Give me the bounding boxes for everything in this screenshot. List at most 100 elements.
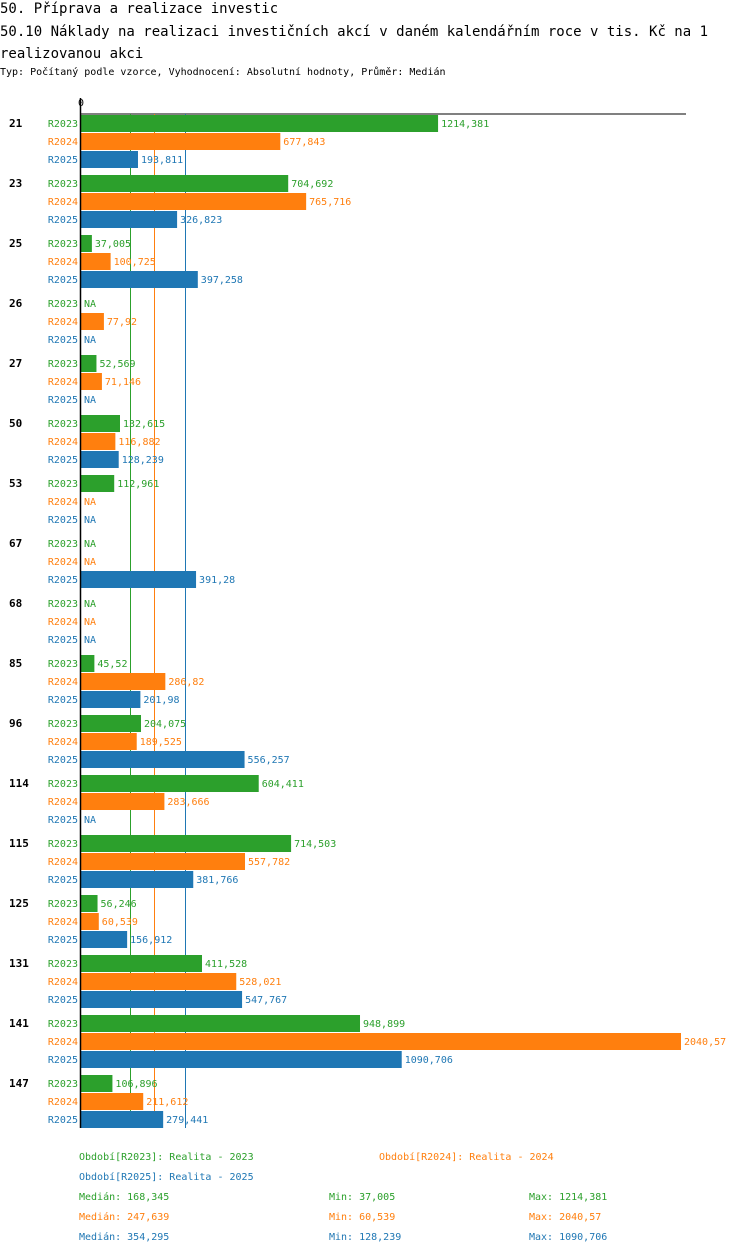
stat-max: Max: 2040,57	[529, 1212, 601, 1223]
data-label: 106,896	[115, 1079, 157, 1090]
series-label: R2024	[48, 617, 78, 628]
stat-min: Min: 37,005	[329, 1192, 395, 1203]
series-label: R2024	[48, 317, 78, 328]
bar	[81, 271, 198, 288]
data-label: 714,503	[294, 839, 336, 850]
series-label: R2024	[48, 1037, 78, 1048]
data-label: 528,021	[239, 977, 281, 988]
data-label: 704,692	[291, 179, 333, 190]
na-label: NA	[84, 815, 96, 826]
bar	[81, 475, 115, 492]
series-label: R2025	[48, 455, 78, 466]
series-label: R2024	[48, 437, 78, 448]
series-label: R2023	[48, 899, 78, 910]
series-label: R2023	[48, 239, 78, 250]
na-label: NA	[84, 635, 96, 646]
series-label: R2025	[48, 995, 78, 1006]
data-label: 1090,706	[405, 1055, 453, 1066]
series-label: R2025	[48, 275, 78, 286]
stat-median: Medián: 168,345	[79, 1191, 169, 1203]
legend-item-r2025: Období[R2025]: Realita - 2025	[79, 1171, 254, 1183]
data-label: 71,146	[105, 377, 141, 388]
na-label: NA	[84, 299, 96, 310]
bar	[81, 253, 111, 270]
data-label: 132,615	[123, 419, 165, 430]
bar	[81, 913, 99, 930]
data-label: 193,811	[141, 155, 183, 166]
bar	[81, 715, 142, 732]
series-label: R2025	[48, 395, 78, 406]
data-label: 948,899	[363, 1019, 405, 1030]
data-label: 56,246	[101, 899, 137, 910]
bar	[81, 1075, 113, 1092]
series-label: R2023	[48, 659, 78, 670]
category-label: 23	[9, 177, 22, 190]
data-label: 77,92	[107, 317, 137, 328]
bar	[81, 673, 166, 690]
series-label: R2025	[48, 1055, 78, 1066]
bar	[81, 853, 246, 870]
series-label: R2024	[48, 737, 78, 748]
category-label: 67	[9, 537, 22, 550]
na-label: NA	[84, 599, 96, 610]
series-label: R2025	[48, 695, 78, 706]
category-label: 21	[9, 117, 23, 130]
bar	[81, 115, 439, 132]
data-label: 556,257	[248, 755, 290, 766]
series-label: R2023	[48, 119, 78, 130]
data-label: 604,411	[262, 779, 304, 790]
series-label: R2024	[48, 857, 78, 868]
na-label: NA	[84, 539, 96, 550]
data-label: 397,258	[201, 275, 243, 286]
bar	[81, 415, 120, 432]
series-label: R2025	[48, 755, 78, 766]
series-label: R2023	[48, 1019, 78, 1030]
series-label: R2025	[48, 215, 78, 226]
page-title: 50. Příprava a realizace investic	[0, 1, 279, 17]
series-label: R2023	[48, 179, 78, 190]
na-label: NA	[84, 497, 96, 508]
data-label: 116,882	[118, 437, 160, 448]
bar	[81, 973, 237, 990]
series-label: R2023	[48, 419, 78, 430]
bar	[81, 1051, 402, 1068]
bar	[81, 1015, 361, 1032]
series-label: R2025	[48, 515, 78, 526]
bar	[81, 835, 292, 852]
category-label: 26	[9, 297, 23, 310]
data-label: 128,239	[122, 455, 164, 466]
series-label: R2023	[48, 359, 78, 370]
data-label: 286,82	[168, 677, 204, 688]
series-label: R2025	[48, 875, 78, 886]
data-label: 765,716	[309, 197, 351, 208]
bar	[81, 991, 243, 1008]
legend-item-r2024: Období[R2024]: Realita - 2024	[379, 1151, 554, 1163]
na-label: NA	[84, 335, 96, 346]
series-label: R2025	[48, 1115, 78, 1126]
series-label: R2024	[48, 917, 78, 928]
category-label: 96	[9, 717, 23, 730]
bar	[81, 211, 178, 228]
na-label: NA	[84, 557, 96, 568]
bar	[81, 451, 119, 468]
series-label: R2023	[48, 779, 78, 790]
series-label: R2023	[48, 599, 78, 610]
data-label: 112,961	[117, 479, 159, 490]
category-label: 27	[9, 357, 22, 370]
stat-min: Min: 60,539	[329, 1212, 395, 1223]
data-label: 391,28	[199, 575, 235, 586]
series-label: R2024	[48, 377, 78, 388]
bar	[81, 373, 102, 390]
bar	[81, 793, 165, 810]
data-label: 45,52	[97, 659, 127, 670]
data-label: 326,823	[180, 215, 222, 226]
category-label: 25	[9, 237, 22, 250]
series-label: R2025	[48, 815, 78, 826]
data-label: 411,528	[205, 959, 247, 970]
data-label: 204,075	[144, 719, 186, 730]
series-label: R2025	[48, 575, 78, 586]
category-label: 115	[9, 837, 29, 850]
series-label: R2025	[48, 335, 78, 346]
bar	[81, 175, 289, 192]
data-label: 156,912	[130, 935, 172, 946]
